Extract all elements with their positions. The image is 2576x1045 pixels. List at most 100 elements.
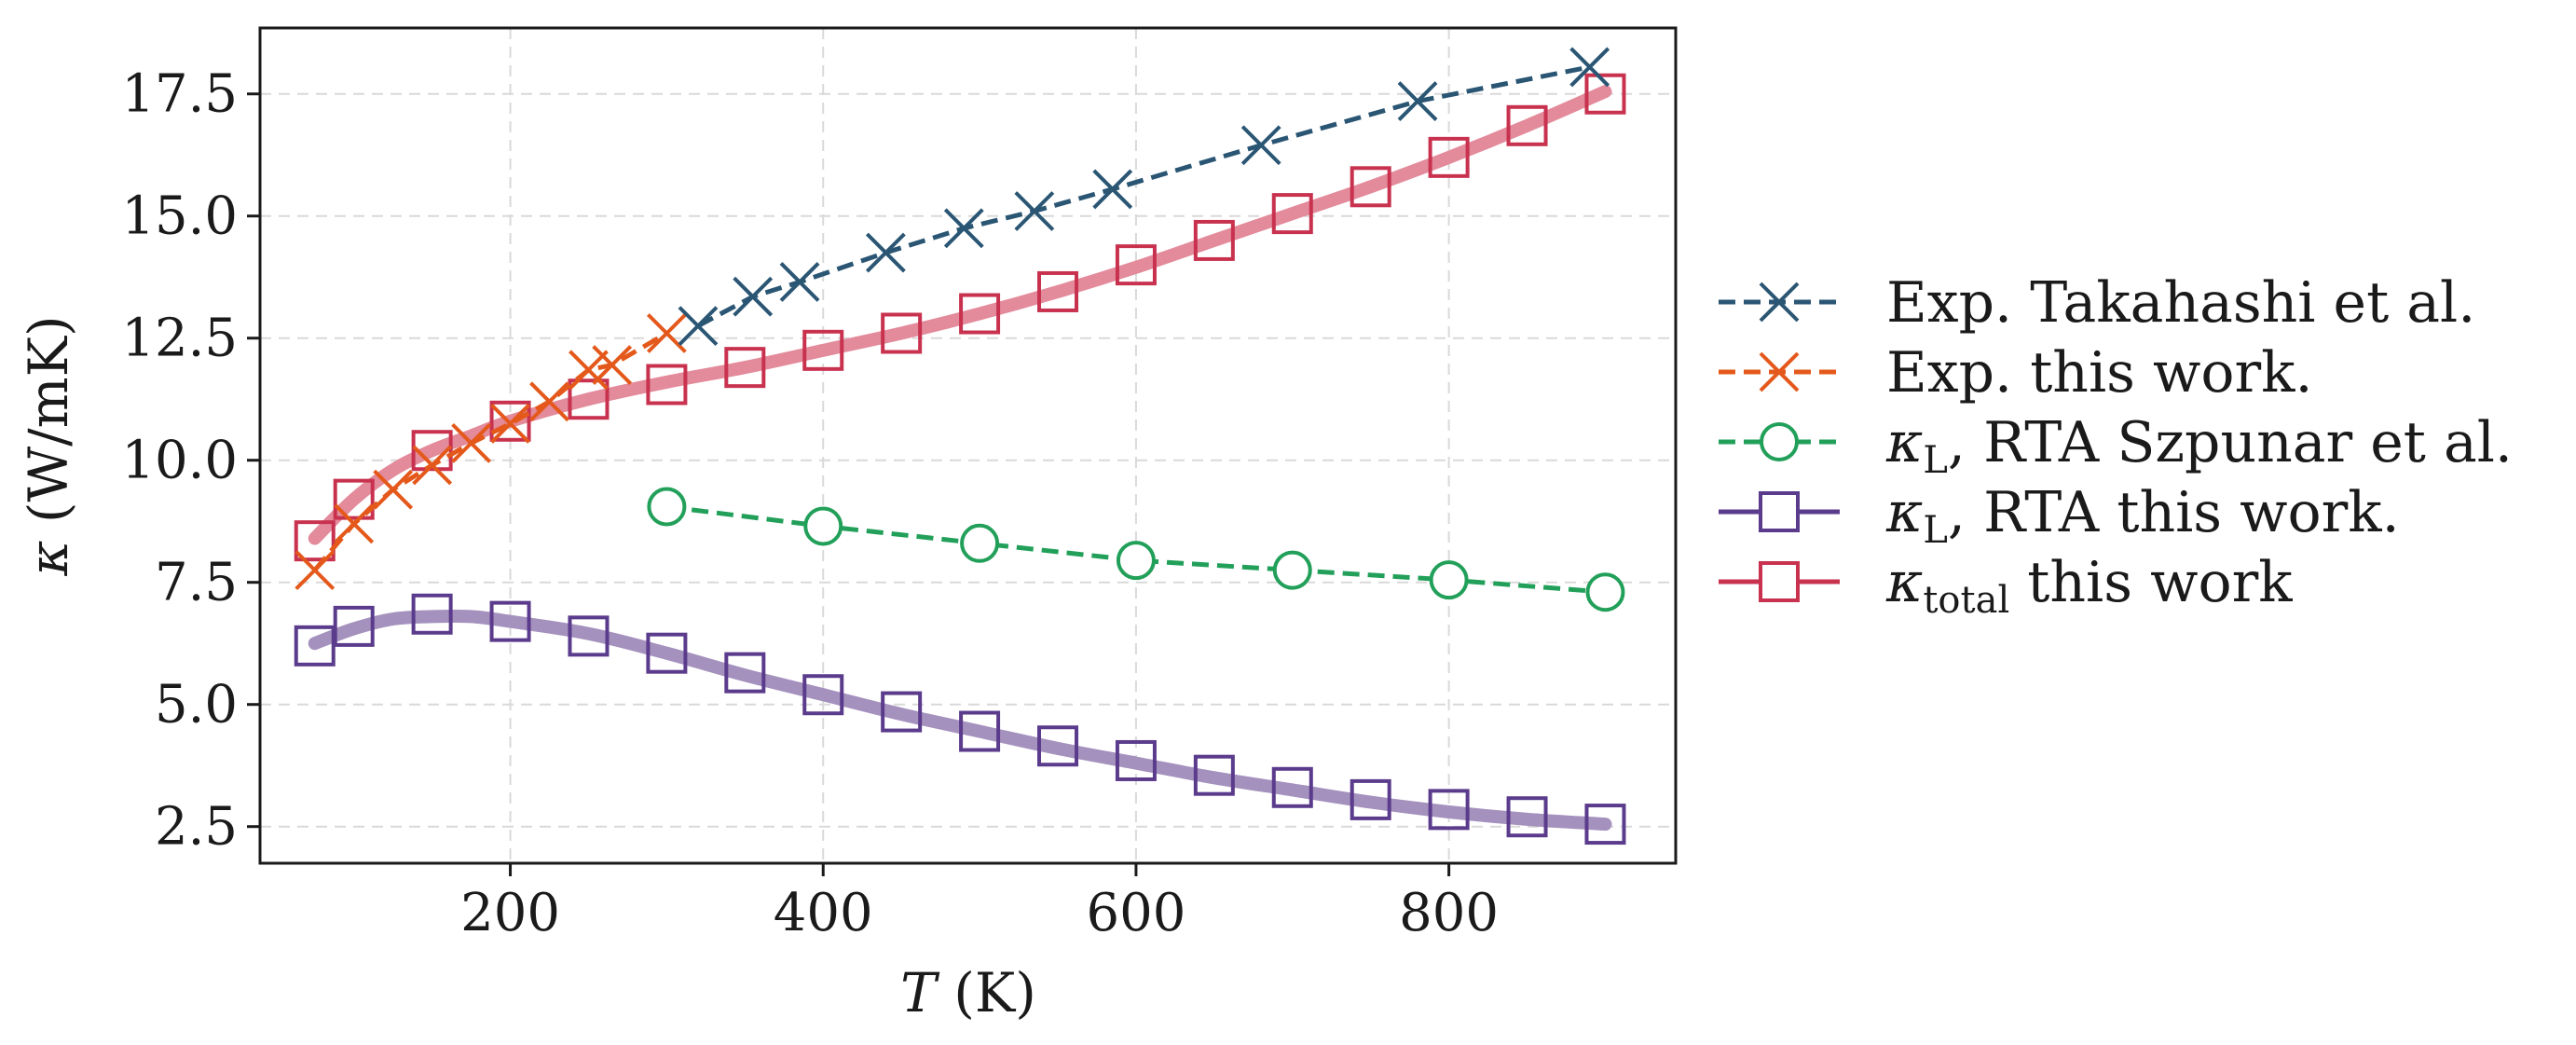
data-point-x-marker — [865, 232, 906, 273]
legend-circle-marker-szpunar — [1760, 422, 1799, 461]
series-exp-takahashi-et-al — [678, 47, 1610, 347]
data-point-square-marker — [1037, 270, 1079, 312]
legend-square-marker-total — [1759, 561, 1800, 602]
series-l-rta-szpunar-et-al — [647, 487, 1625, 612]
x-tick-label: 200 — [460, 883, 560, 943]
data-point-circle-marker — [647, 487, 687, 527]
data-point-circle-marker — [803, 506, 843, 546]
series-line-exp-takahashi-et-al — [696, 64, 1591, 328]
data-point-square-marker — [646, 632, 688, 674]
legend-entry-exp-this-work: Exp. this work. — [1719, 340, 2313, 406]
legend-kappa-total: κ — [1885, 550, 1923, 615]
data-point-square-marker — [1037, 725, 1079, 767]
data-point-square-marker — [411, 430, 453, 472]
data-point-x-marker — [943, 208, 984, 249]
legend-rest-szpunar: , RTA Szpunar et al. — [1948, 410, 2513, 475]
data-point-square-marker — [1428, 136, 1470, 178]
data-point-square-marker — [1584, 804, 1626, 846]
data-point-x-marker — [490, 404, 530, 444]
series-total-this-work — [294, 73, 1626, 562]
legend-sub-szpunar: L — [1923, 439, 1948, 482]
data-point-square-marker — [333, 478, 375, 520]
data-point-x-marker — [1569, 47, 1610, 88]
x-tick-label: 600 — [1086, 883, 1185, 943]
legend-x-marker-exp-this-work — [1759, 351, 1800, 392]
series-exp-this-work — [295, 313, 687, 591]
data-point-square-marker — [489, 600, 531, 642]
legend-square-marker-rta-this-work — [1759, 491, 1800, 532]
y-tick-label: 10.0 — [121, 431, 238, 491]
data-point-square-marker — [881, 312, 923, 354]
x-tick-label: 800 — [1399, 883, 1499, 943]
y-axis-label-symbol: κ — [17, 541, 80, 577]
y-axis-label: κ (W/mK) — [17, 315, 80, 576]
data-point-square-marker — [1115, 739, 1157, 781]
data-point-square-marker — [568, 615, 610, 657]
data-point-x-marker — [678, 306, 719, 347]
legend-label-total: κtotal this work — [1885, 550, 2293, 622]
x-axis-label-symbol: T — [900, 961, 940, 1024]
y-axis-label-unit: (W/mK) — [17, 315, 80, 540]
data-point-square-marker — [1350, 778, 1391, 820]
legend-sub-total: total — [1923, 579, 2009, 622]
y-tick-label: 15.0 — [121, 186, 238, 247]
data-point-x-marker — [529, 381, 569, 422]
data-point-square-marker — [1193, 754, 1235, 796]
data-point-square-marker — [724, 347, 766, 389]
y-tick-label: 12.5 — [121, 309, 238, 369]
data-point-square-marker — [1115, 244, 1157, 286]
legend: Exp. Takahashi et al. Exp. this work. κL… — [1719, 270, 2513, 622]
data-point-square-marker — [802, 329, 844, 371]
data-point-square-marker — [1584, 73, 1626, 115]
legend-rest-total: this work — [2009, 550, 2293, 615]
data-point-circle-marker — [960, 523, 1000, 563]
data-point-x-marker — [373, 469, 414, 510]
data-point-square-marker — [1506, 796, 1548, 838]
data-point-x-marker — [733, 276, 774, 317]
data-point-circle-marker — [1116, 541, 1156, 581]
data-point-x-marker — [334, 503, 375, 544]
y-tick-label: 17.5 — [121, 64, 238, 125]
legend-rest-rta: , RTA this work. — [1948, 480, 2400, 545]
data-point-x-marker — [592, 345, 633, 385]
data-point-circle-marker — [1429, 560, 1469, 600]
legend-sub-rta: L — [1923, 509, 1948, 552]
data-series — [294, 47, 1626, 846]
y-tick-label: 5.0 — [155, 675, 238, 736]
model-curve-l-rta-this-work — [308, 609, 1612, 832]
data-point-square-marker — [724, 652, 766, 694]
legend-kappa-szpunar: κ — [1885, 410, 1923, 475]
data-point-square-marker — [568, 378, 610, 420]
data-point-x-marker — [295, 550, 336, 591]
x-tick-label: 400 — [774, 883, 873, 943]
data-point-square-marker — [802, 674, 844, 716]
data-point-square-marker — [1506, 104, 1548, 146]
data-point-square-marker — [1193, 219, 1235, 261]
legend-entry-rta-this-work: κL, RTA this work. — [1719, 480, 2400, 552]
legend-kappa-rta: κ — [1885, 480, 1923, 545]
data-point-circle-marker — [1272, 550, 1312, 590]
data-point-x-marker — [569, 350, 609, 391]
data-point-x-marker — [646, 313, 687, 353]
data-point-square-marker — [1428, 789, 1470, 831]
y-tick-label: 7.5 — [155, 553, 238, 613]
data-point-x-marker — [451, 422, 492, 463]
data-point-square-marker — [1271, 766, 1313, 808]
data-point-square-marker — [411, 593, 453, 635]
model-curves — [308, 85, 1612, 832]
plot-frame — [258, 26, 1678, 865]
x-axis-label: T (K) — [900, 961, 1036, 1024]
data-point-square-marker — [959, 710, 1001, 752]
data-point-x-marker — [412, 445, 453, 486]
data-point-x-marker — [779, 262, 820, 302]
data-point-x-marker — [1397, 81, 1438, 122]
data-point-square-marker — [646, 364, 688, 406]
axis-ticks: 200 400 600 800 2.5 5.0 7.5 10.0 12.5 15.0 17.5 — [121, 64, 1499, 943]
data-point-square-marker — [959, 293, 1001, 335]
legend-label-szpunar: κL, RTA Szpunar et al. — [1885, 410, 2513, 482]
data-point-square-marker — [1271, 193, 1313, 235]
legend-entry-szpunar: κL, RTA Szpunar et al. — [1719, 410, 2513, 482]
legend-label-exp-this-work: Exp. this work. — [1886, 340, 2313, 406]
data-point-square-marker — [881, 691, 923, 733]
